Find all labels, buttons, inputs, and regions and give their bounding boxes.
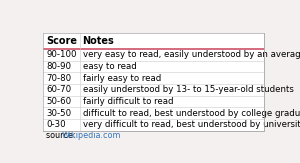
Text: source:: source:	[46, 131, 78, 140]
Text: 70-80: 70-80	[46, 74, 71, 83]
Bar	[43, 84, 264, 96]
Text: Notes: Notes	[82, 36, 114, 46]
Bar	[43, 33, 264, 131]
Text: 80-90: 80-90	[46, 62, 71, 71]
Text: 60-70: 60-70	[46, 85, 71, 94]
Text: fairly difficult to read: fairly difficult to read	[82, 97, 173, 106]
Text: fairly easy to read: fairly easy to read	[82, 74, 161, 83]
Bar	[43, 72, 264, 84]
Text: easy to read: easy to read	[82, 62, 136, 71]
Text: 0-30: 0-30	[46, 120, 66, 129]
Text: difficult to read, best understood by college graduates: difficult to read, best understood by co…	[82, 109, 300, 118]
Text: Score: Score	[46, 36, 77, 46]
Text: easily understood by 13- to 15-year-old students: easily understood by 13- to 15-year-old …	[82, 85, 293, 94]
Text: 90-100: 90-100	[46, 50, 76, 59]
Bar	[43, 96, 264, 107]
Text: 30-50: 30-50	[46, 109, 71, 118]
Bar	[43, 119, 264, 131]
Text: Wikipedia.com: Wikipedia.com	[62, 131, 122, 140]
Bar	[43, 61, 264, 72]
Text: very easy to read, easily understood by an average 11-year-old student: very easy to read, easily understood by …	[82, 50, 300, 59]
Text: very difficult to read, best understood by university graduates: very difficult to read, best understood …	[82, 120, 300, 129]
Bar	[43, 49, 264, 61]
Text: 50-60: 50-60	[46, 97, 71, 106]
Bar	[43, 107, 264, 119]
Bar	[43, 33, 264, 49]
